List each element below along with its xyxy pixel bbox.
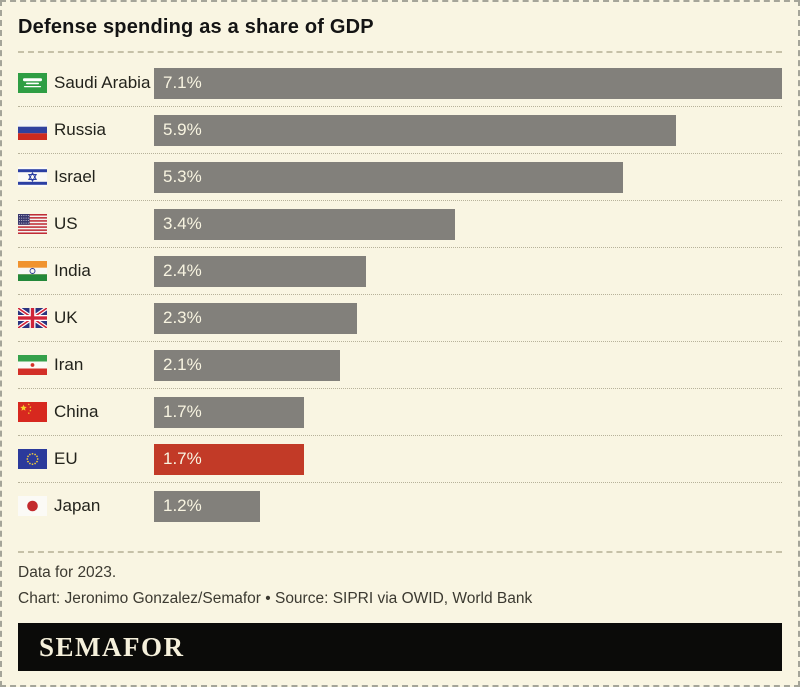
footer-divider [18, 551, 782, 553]
row-label-cell: Russia [18, 120, 154, 140]
value-bar-highlighted: 1.7% [154, 443, 305, 475]
bar-value-label: 5.9% [163, 120, 202, 139]
chart-row: India 2.4% [18, 248, 782, 295]
value-bar: 2.3% [154, 302, 358, 334]
chart-row: Russia 5.9% [18, 107, 782, 154]
country-label: Iran [54, 355, 84, 374]
value-bar: 7.1% [154, 67, 782, 99]
row-label-cell: Saudi Arabia [18, 73, 154, 93]
country-label: Russia [54, 120, 106, 139]
bar-value-label: 2.1% [163, 355, 202, 374]
chart-row: China 1.7% [18, 389, 782, 436]
chart-row: Saudi Arabia 7.1% [18, 60, 782, 107]
chart-credit: Chart: Jeronimo Gonzalez/Semafor • Sourc… [18, 590, 533, 607]
bar-value-label: 1.2% [163, 496, 202, 515]
flag-saudi-arabia-icon [18, 73, 47, 93]
bar-track: 3.4% [154, 208, 782, 240]
semafor-logo: SEMAFOR [39, 631, 185, 662]
chart-row: Japan 1.2% [18, 483, 782, 529]
flag-japan-icon [18, 496, 47, 516]
semafor-banner: SEMAFOR [18, 623, 782, 671]
bar-value-label: 1.7% [163, 402, 202, 421]
bar-track: 2.1% [154, 349, 782, 381]
chart-row: UK 2.3% [18, 295, 782, 342]
flag-iran-icon [18, 355, 47, 375]
flag-india-icon [18, 261, 47, 281]
value-bar: 5.9% [154, 114, 676, 146]
flag-china-icon [18, 402, 47, 422]
bar-track: 1.2% [154, 490, 782, 522]
flag-us-icon [18, 214, 47, 234]
row-label-cell: EU [18, 449, 154, 469]
bar-value-label: 3.4% [163, 214, 202, 233]
value-bar: 2.1% [154, 349, 340, 381]
bar-track: 5.9% [154, 114, 782, 146]
value-bar: 3.4% [154, 208, 455, 240]
row-label-cell: China [18, 402, 154, 422]
flag-russia-icon [18, 120, 47, 140]
flag-israel-icon [18, 167, 47, 187]
bar-value-label: 2.4% [163, 261, 202, 280]
country-label: Israel [54, 167, 96, 186]
bar-value-label: 5.3% [163, 167, 202, 186]
bar-track: 5.3% [154, 161, 782, 193]
value-bar: 1.7% [154, 396, 305, 428]
chart-row: US 3.4% [18, 201, 782, 248]
flag-eu-icon [18, 449, 47, 469]
row-label-cell: Israel [18, 167, 154, 187]
bar-track: 2.3% [154, 302, 782, 334]
bar-value-label: 2.3% [163, 308, 202, 327]
flag-uk-icon [18, 308, 47, 328]
bar-track: 2.4% [154, 255, 782, 287]
bar-track: 7.1% [154, 67, 782, 99]
country-label: US [54, 214, 78, 233]
country-label: India [54, 261, 91, 280]
value-bar: 5.3% [154, 161, 623, 193]
bar-value-label: 1.7% [163, 449, 202, 468]
chart-row: Iran 2.1% [18, 342, 782, 389]
chart-row: Israel 5.3% [18, 154, 782, 201]
data-note: Data for 2023. [18, 564, 117, 581]
row-label-cell: UK [18, 308, 154, 328]
bar-value-label: 7.1% [163, 73, 202, 92]
bar-track: 1.7% [154, 396, 782, 428]
bar-track: 1.7% [154, 443, 782, 475]
chart-title: Defense spending as a share of GDP [18, 16, 374, 38]
country-label: UK [54, 308, 78, 327]
row-label-cell: Japan [18, 496, 154, 516]
title-divider [18, 51, 782, 53]
country-label: China [54, 402, 99, 421]
country-label: Japan [54, 496, 101, 515]
row-label-cell: India [18, 261, 154, 281]
row-label-cell: US [18, 214, 154, 234]
value-bar: 1.2% [154, 490, 261, 522]
country-label: Saudi Arabia [54, 73, 151, 92]
row-label-cell: Iran [18, 355, 154, 375]
value-bar: 2.4% [154, 255, 367, 287]
country-label: EU [54, 449, 78, 468]
bar-rows: Saudi Arabia 7.1% Russia 5.9% Israel 5.3… [18, 60, 782, 529]
chart-row: EU 1.7% [18, 436, 782, 483]
